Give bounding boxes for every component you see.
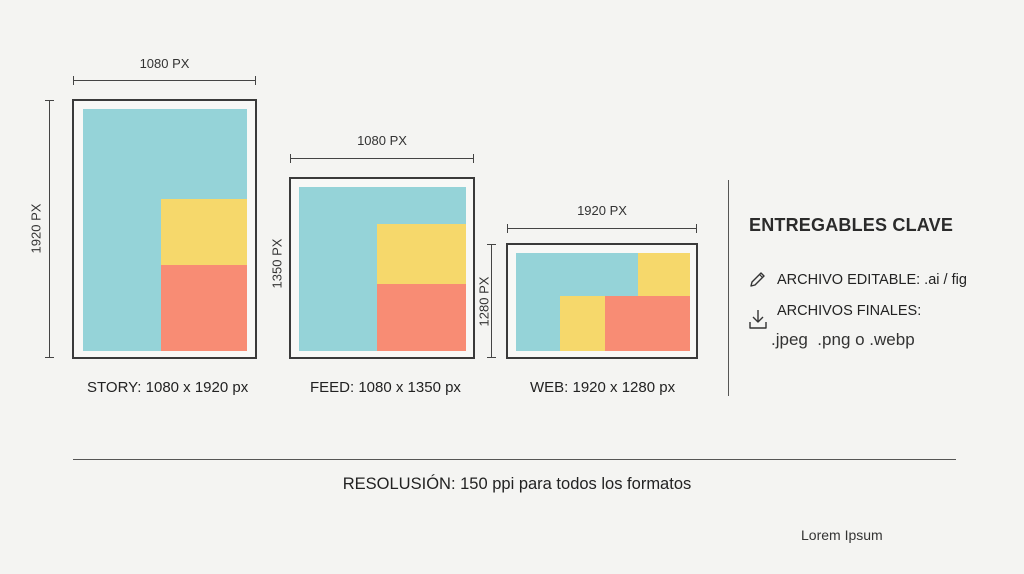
final-formats-text: .jpeg .png o .webp <box>771 330 915 349</box>
story-frame <box>72 99 257 359</box>
web-height-dimension-line <box>491 244 492 358</box>
web-height-tick-top <box>487 244 496 245</box>
download-icon <box>747 308 769 330</box>
story-width-dimension-line <box>73 80 256 81</box>
footer-divider <box>73 459 956 460</box>
feed-width-dimension-line <box>290 158 474 159</box>
web-height-label: 1280 PX <box>476 276 492 327</box>
story-height-dimension-line <box>49 100 50 358</box>
resolution-note: RESOLUSIÓN: 150 ppi para todos los forma… <box>342 475 692 493</box>
editable-file-text: ARCHIVO EDITABLE: .ai / fig <box>777 272 967 288</box>
pencil-icon <box>748 269 768 289</box>
web-caption: WEB: 1920 x 1280 px <box>530 379 676 396</box>
brand-label: Lorem Ipsum <box>801 527 883 543</box>
feed-width-tick-right <box>473 154 474 163</box>
story-yellow-block <box>161 199 247 265</box>
final-files-text: ARCHIVOS FINALES: <box>777 303 922 319</box>
story-width-label: 1080 PX <box>139 56 190 71</box>
feed-caption: FEED: 1080 x 1350 px <box>310 379 461 396</box>
web-frame <box>506 243 698 359</box>
feed-height-label: 1350 PX <box>269 238 285 289</box>
web-width-label: 1920 PX <box>577 203 627 218</box>
story-coral-block <box>161 265 247 351</box>
web-coral-block <box>605 296 690 351</box>
feed-coral-block <box>377 284 466 351</box>
web-width-tick-left <box>507 224 508 233</box>
story-height-label: 1920 PX <box>28 203 44 254</box>
feed-frame <box>289 177 475 359</box>
story-height-tick-bottom <box>45 357 54 358</box>
feed-yellow-block <box>377 224 466 284</box>
story-caption: STORY: 1080 x 1920 px <box>87 379 249 396</box>
web-height-tick-bottom <box>487 357 496 358</box>
deliverables-title: ENTREGABLES CLAVE <box>749 215 954 235</box>
story-width-tick-left <box>73 76 74 85</box>
web-yellow-block-bottom <box>560 296 605 351</box>
feed-width-tick-left <box>290 154 291 163</box>
feed-width-label: 1080 PX <box>357 133 407 148</box>
web-width-tick-right <box>696 224 697 233</box>
story-height-tick-top <box>45 100 54 101</box>
web-width-dimension-line <box>507 228 697 229</box>
story-width-tick-right <box>255 76 256 85</box>
section-divider <box>728 180 729 396</box>
web-yellow-block-top <box>638 253 690 296</box>
